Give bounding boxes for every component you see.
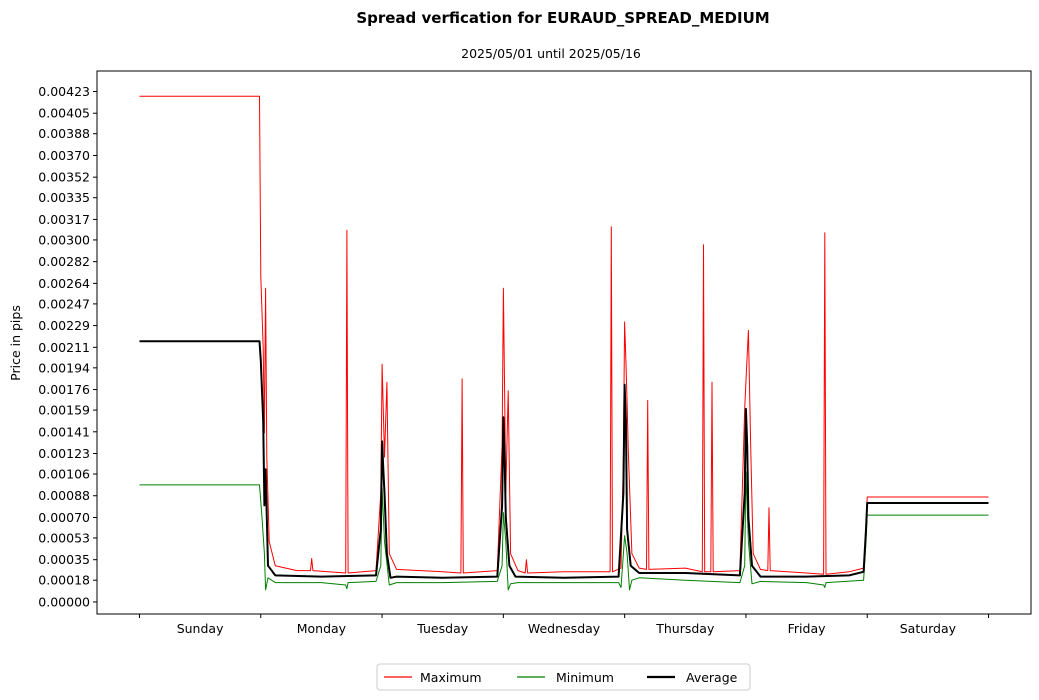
y-tick-label: 0.00194 <box>38 360 90 375</box>
y-tick-label: 0.00070 <box>38 510 90 525</box>
y-tick-label: 0.00018 <box>38 573 90 588</box>
x-axis: Sunday Monday Tuesday Wednesday Thursday Frid… <box>138 614 990 636</box>
chart-subtitle: 2025/05/01 until 2025/05/16 <box>461 46 641 61</box>
x-tick-label: Tuesday <box>416 621 468 636</box>
x-tick-label: Saturday <box>900 621 957 636</box>
x-tick-label: Monday <box>297 621 347 636</box>
y-tick-label: 0.00123 <box>38 446 90 461</box>
y-tick-label: 0.00159 <box>38 403 90 418</box>
legend: Maximum Minimum Average <box>376 663 751 691</box>
x-tick-label: Friday <box>788 621 826 636</box>
y-tick-label: 0.00352 <box>38 170 90 185</box>
y-tick-label: 0.00000 <box>38 594 90 609</box>
x-tick-label: Thursday <box>655 621 715 636</box>
y-tick-label: 0.00106 <box>38 467 90 482</box>
chart-title: Spread verfication for EURAUD_SPREAD_MED… <box>356 9 769 27</box>
y-tick-label: 0.00370 <box>38 148 90 163</box>
y-axis: 0.00000 0.00018 0.00035 0.00053 0.00070 0.000… <box>38 84 97 609</box>
series-line-maximum <box>139 95 989 575</box>
y-tick-label: 0.00405 <box>38 106 90 121</box>
y-tick-label: 0.00141 <box>38 424 90 439</box>
y-tick-label: 0.00247 <box>38 296 90 311</box>
y-tick-label: 0.00035 <box>38 552 90 567</box>
y-tick-label: 0.00211 <box>38 340 90 355</box>
y-tick-label: 0.00088 <box>38 488 90 503</box>
y-tick-label: 0.00388 <box>38 126 90 141</box>
legend-label-average: Average <box>686 670 738 685</box>
plot-frame <box>96 70 1032 615</box>
y-tick-label: 0.00264 <box>38 276 90 291</box>
y-tick-label: 0.00229 <box>38 318 90 333</box>
y-tick-label: 0.00053 <box>38 530 90 545</box>
y-tick-label: 0.00176 <box>38 382 90 397</box>
x-tick-label: Sunday <box>177 621 224 636</box>
y-tick-label: 0.00282 <box>38 254 90 269</box>
series-line-minimum <box>139 471 989 591</box>
y-tick-label: 0.00317 <box>38 212 90 227</box>
series-layer <box>139 95 989 591</box>
y-axis-label: Price in pips <box>8 305 23 381</box>
legend-frame <box>376 663 751 691</box>
x-tick-label: Wednesday <box>528 621 601 636</box>
y-tick-label: 0.00423 <box>38 84 90 99</box>
y-tick-label: 0.00335 <box>38 190 90 205</box>
legend-label-maximum: Maximum <box>420 670 482 685</box>
y-tick-label: 0.00300 <box>38 232 90 247</box>
legend-label-minimum: Minimum <box>556 670 614 685</box>
series-line-average <box>139 340 989 579</box>
plot-area <box>96 70 1032 615</box>
